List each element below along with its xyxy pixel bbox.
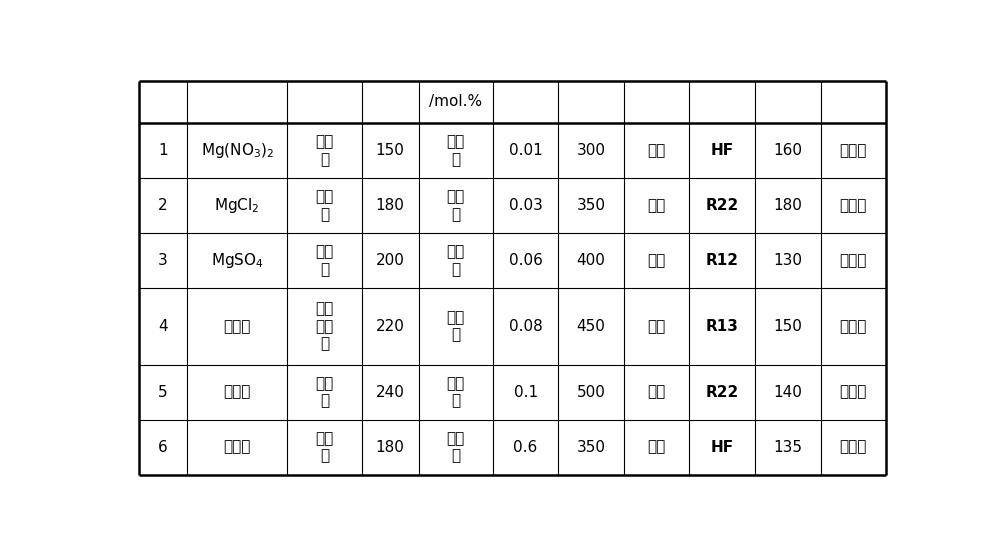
Text: 0.1: 0.1 [514,384,538,400]
Text: /mol.%: /mol.% [429,95,482,109]
Text: 3: 3 [158,254,168,268]
Text: MgCl$_2$: MgCl$_2$ [214,196,260,215]
Text: 2: 2 [158,198,168,213]
Text: 400: 400 [577,254,606,268]
Text: 6: 6 [158,439,168,455]
Text: 纳米球: 纳米球 [840,143,867,158]
Text: MgSO$_4$: MgSO$_4$ [211,251,264,270]
Text: 醇溶
液: 醇溶 液 [447,190,465,222]
Text: 甲醇镁: 甲醇镁 [224,384,251,400]
Text: R22: R22 [706,198,739,213]
Text: 纳米球: 纳米球 [840,254,867,268]
Text: 丙三
醇: 丙三 醇 [316,245,334,277]
Text: 水溶
液: 水溶 液 [447,310,465,343]
Text: 0.01: 0.01 [509,143,542,158]
Text: 纳米球: 纳米球 [840,198,867,213]
Text: 300: 300 [577,143,606,158]
Text: 氢气: 氢气 [648,198,666,213]
Text: 1: 1 [158,143,168,158]
Text: Mg(NO$_3$)$_2$: Mg(NO$_3$)$_2$ [201,141,274,160]
Text: 空气: 空气 [648,143,666,158]
Text: 水溶
液: 水溶 液 [447,431,465,463]
Text: 140: 140 [773,384,802,400]
Text: 乙二
醇: 乙二 醇 [316,431,334,463]
Text: R13: R13 [706,319,739,334]
Text: 纳米球: 纳米球 [840,439,867,455]
Text: 450: 450 [577,319,606,334]
Text: 180: 180 [376,198,405,213]
Text: 乙二
醇: 乙二 醇 [316,135,334,167]
Text: 150: 150 [376,143,405,158]
Text: 醜溶
液: 醜溶 液 [447,245,465,277]
Text: 4: 4 [158,319,168,334]
Text: 二缩
乙二
醇: 二缩 乙二 醇 [316,301,334,351]
Text: 氮气: 氮气 [648,254,666,268]
Text: 丙二
醇: 丙二 醇 [316,190,334,222]
Text: R22: R22 [706,384,739,400]
Text: 180: 180 [376,439,405,455]
Text: 纳米球: 纳米球 [840,319,867,334]
Text: 乙二
醇: 乙二 醇 [316,376,334,408]
Text: HF: HF [711,439,734,455]
Text: HF: HF [711,143,734,158]
Text: 240: 240 [376,384,405,400]
Text: 500: 500 [577,384,606,400]
Text: 130: 130 [773,254,802,268]
Text: 350: 350 [577,439,606,455]
Text: 200: 200 [376,254,405,268]
Text: 空气: 空气 [648,319,666,334]
Text: R12: R12 [706,254,739,268]
Text: 0.6: 0.6 [513,439,538,455]
Text: 160: 160 [773,143,802,158]
Text: 0.08: 0.08 [509,319,542,334]
Text: 0.03: 0.03 [509,198,543,213]
Text: 0.06: 0.06 [509,254,543,268]
Text: 220: 220 [376,319,405,334]
Text: 5: 5 [158,384,168,400]
Text: 空气: 空气 [648,439,666,455]
Text: 纳米球: 纳米球 [840,384,867,400]
Text: 135: 135 [773,439,802,455]
Text: 180: 180 [773,198,802,213]
Text: 空气: 空气 [648,384,666,400]
Text: 350: 350 [577,198,606,213]
Text: 乙醇镁: 乙醇镁 [224,439,251,455]
Text: 乙酸镁: 乙酸镁 [224,319,251,334]
Text: 150: 150 [773,319,802,334]
Text: 醇溶
液: 醇溶 液 [447,376,465,408]
Text: 水溶
液: 水溶 液 [447,135,465,167]
